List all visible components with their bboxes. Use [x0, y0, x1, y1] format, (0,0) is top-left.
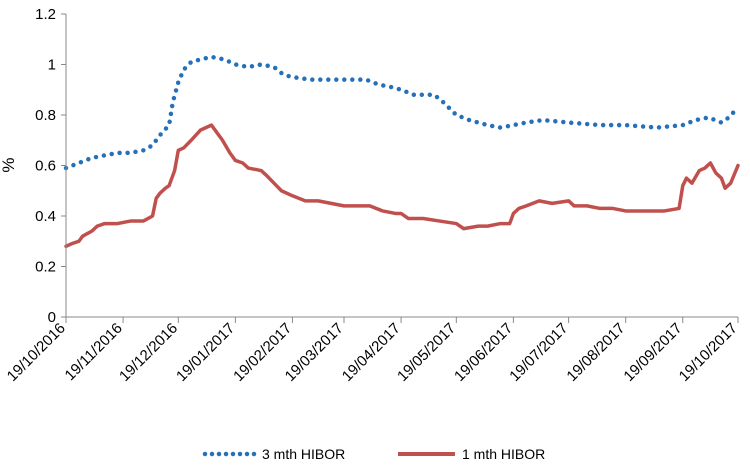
x-tick-label: 19/01/2017: [173, 320, 238, 385]
x-tick-label: 19/07/2017: [506, 320, 571, 385]
series-layer: [63, 54, 741, 249]
x-tick-label: 19/10/2017: [676, 320, 741, 385]
series-line: [64, 123, 740, 249]
x-tick-label: 19/04/2017: [339, 320, 404, 385]
legend-label: 3 mth HIBOR: [262, 446, 345, 462]
y-tick-label: 1: [48, 57, 56, 74]
legend: 3 mth HIBOR 1 mth HIBOR: [202, 446, 545, 462]
series-3-mth-hibor: [63, 54, 741, 171]
x-tick-label: 19/12/2016: [116, 320, 181, 385]
y-axis: 0 0.2 0.4 0.6 0.8 1 1.2: [35, 6, 67, 326]
legend-item-3-mth-hibor: 3 mth HIBOR: [202, 446, 345, 462]
y-tick-label: 0.6: [35, 158, 56, 175]
x-tick-label: 19/05/2017: [394, 320, 459, 385]
x-tick-label: 19/10/2016: [4, 320, 69, 385]
series-1-mth-hibor: [64, 123, 740, 249]
legend-item-1-mth-hibor: 1 mth HIBOR: [398, 446, 545, 462]
x-tick-label: 19/06/2017: [451, 320, 516, 385]
x-tick-label: 19/08/2017: [563, 320, 628, 385]
x-axis: 19/10/201619/11/201619/12/201619/01/2017…: [4, 316, 741, 385]
y-tick-label: 0: [48, 309, 56, 326]
y-tick-label: 1.2: [35, 6, 56, 23]
legend-label: 1 mth HIBOR: [462, 446, 545, 462]
y-tick-label: 0.2: [35, 259, 56, 276]
x-tick-label: 19/09/2017: [620, 320, 685, 385]
y-tick-label: 0.8: [35, 107, 56, 124]
y-axis-title: %: [0, 157, 18, 172]
y-tick-label: 0.4: [35, 208, 56, 225]
series-line: [63, 54, 741, 171]
